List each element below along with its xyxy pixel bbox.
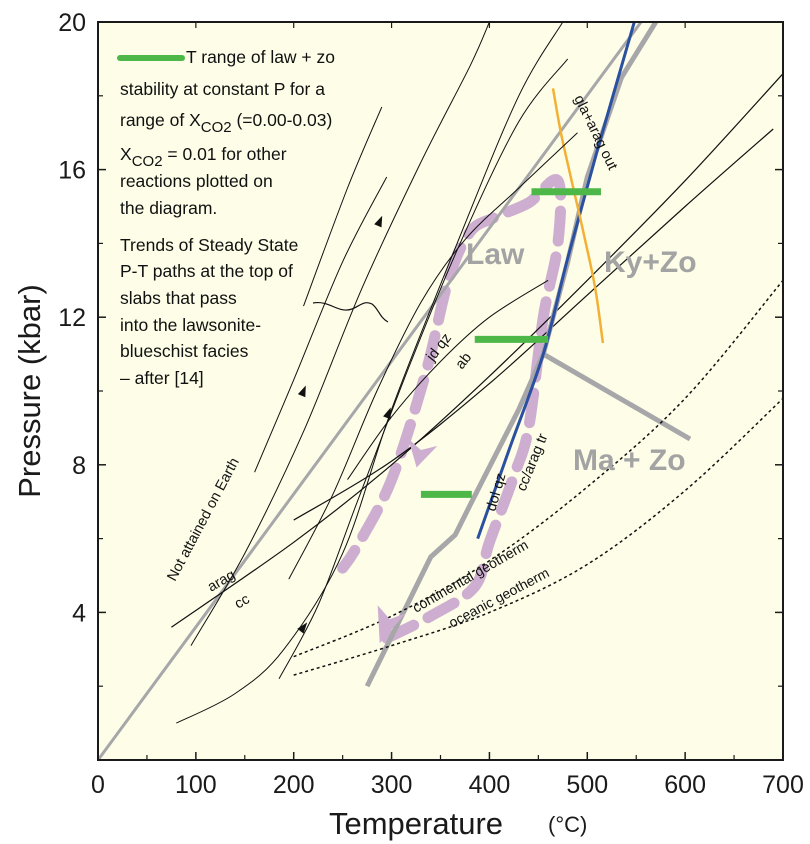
- legend-line-8: slabs that pass: [120, 288, 237, 308]
- x-tick-label: 200: [273, 771, 315, 799]
- series-ss-path-7: [303, 106, 383, 307]
- x-tick-label: 400: [469, 771, 511, 799]
- x-axis-title: Temperature: [329, 806, 503, 841]
- series-mazo-gray: [542, 351, 692, 442]
- x-tick-label: 0: [91, 771, 105, 799]
- series-ss-path-6: [254, 176, 388, 473]
- legend-line-10: blueschist facies: [120, 341, 249, 361]
- field-label-kyzo: Ky+Zo: [604, 246, 697, 279]
- x-tick-label: 100: [175, 771, 217, 799]
- ss-path-arrowhead-1: [383, 407, 391, 420]
- ticks-layer: 0 100 200 300 400 500 600 700 4 8 12 16 20: [58, 9, 804, 799]
- series-oceanic-geotherm: [293, 397, 784, 676]
- field-label-law: Law: [466, 238, 525, 271]
- series-glaarag-orange: [551, 88, 605, 344]
- legend-line-5: the diagram.: [120, 198, 217, 218]
- ss-path-arrowhead-0: [297, 622, 308, 634]
- legend-brace: [312, 302, 389, 323]
- y-tick-label: 16: [58, 157, 86, 185]
- legend-line-4: reactions plotted on: [120, 171, 273, 191]
- legend-line-11: – after [14]: [120, 368, 204, 388]
- series-ss-path-5: [347, 279, 549, 480]
- x-tick-label: 300: [371, 771, 413, 799]
- series-continental-geotherm: [293, 279, 784, 658]
- y-axis-title: Pressure (kbar): [12, 284, 47, 498]
- series-jdqz-ab: [171, 73, 784, 628]
- ss-path-arrowhead-3: [297, 385, 306, 398]
- legend-range-values: (=0.00-0.03): [232, 110, 333, 130]
- lbs-path-arrowhead-lower: [377, 605, 406, 644]
- label-cc: cc: [232, 591, 253, 612]
- legend-line-2: range of XCO2 (=0.00-0.03): [120, 110, 332, 136]
- lbs-path-arrowhead: [408, 438, 438, 468]
- field-label-mazo: Ma + Zo: [573, 444, 686, 477]
- ss-path-arrowhead-2: [374, 215, 383, 228]
- legend-range-of-x: range of X: [120, 110, 201, 130]
- plot-background: [98, 22, 783, 760]
- series-ss-path-2: [190, 21, 490, 646]
- legend-x: X: [120, 144, 132, 164]
- series-not-attained: [96, 21, 643, 761]
- legend-line-1: stability at constant P for a: [120, 79, 325, 99]
- legend: T range of law + zo stability at constan…: [117, 47, 389, 388]
- series-layer: [96, 20, 784, 761]
- series-ss-path-3: [278, 58, 569, 680]
- x-tick-label: 500: [566, 771, 608, 799]
- y-tick-label: 8: [72, 452, 86, 480]
- x-axis-unit: (°C): [548, 812, 587, 837]
- legend-line-7: P-T paths at the top of: [120, 261, 293, 281]
- legend-line-9: into the lawsonite-: [120, 315, 261, 335]
- series-ccarag-blue: [476, 21, 636, 540]
- legend-xco2-value: = 0.01 for other: [163, 144, 287, 164]
- x-tick-label: 600: [664, 771, 706, 799]
- legend-co2-sub-2: CO2: [132, 153, 163, 170]
- marks-layer: [297, 188, 601, 644]
- legend-line-3: XCO2 = 0.01 for other: [120, 144, 287, 170]
- y-tick-label: 12: [58, 304, 86, 332]
- legend-co2-sub: CO2: [201, 119, 232, 136]
- y-tick-label: 20: [58, 9, 86, 37]
- legend-line-6: Trends of Steady State: [120, 235, 298, 255]
- x-tick-label: 700: [762, 771, 804, 799]
- label-ab: ab: [453, 350, 476, 373]
- series-lbs-path: [337, 173, 567, 644]
- legend-line-0: T range of law + zo: [186, 47, 335, 67]
- series-ss-path-4: [288, 132, 578, 580]
- y-tick-label: 4: [72, 599, 86, 627]
